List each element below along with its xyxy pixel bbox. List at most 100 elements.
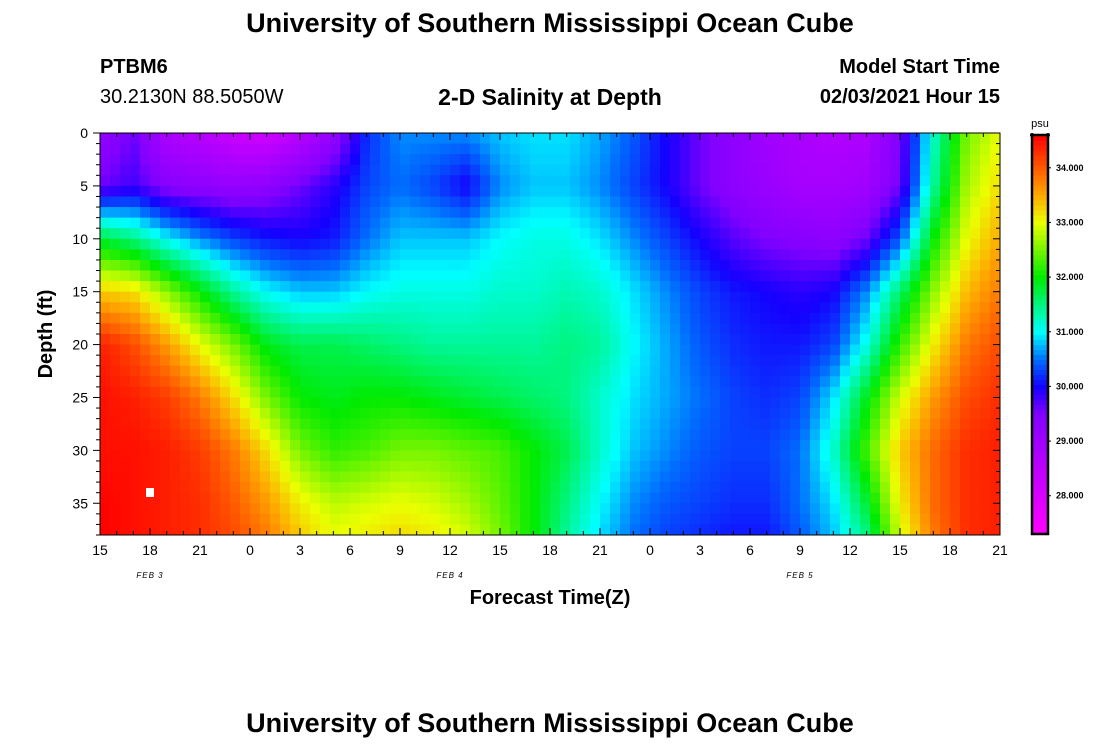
colorbar-swatch xyxy=(1032,419,1048,425)
heatmap-cell xyxy=(810,439,821,451)
heatmap-cell xyxy=(480,175,491,187)
heatmap-cell xyxy=(150,386,161,399)
heatmap-cell xyxy=(790,408,801,420)
heatmap-cell xyxy=(970,133,981,145)
heatmap-cell xyxy=(650,175,661,187)
heatmap-cell xyxy=(360,460,371,473)
heatmap-cell xyxy=(820,291,831,303)
heatmap-cell xyxy=(840,228,851,240)
colorbar-swatch xyxy=(1032,284,1048,291)
heatmap-cell xyxy=(240,175,251,187)
heatmap-cell xyxy=(150,133,161,145)
heatmap-cell xyxy=(500,207,511,219)
heatmap-cell xyxy=(980,482,991,494)
heatmap-cell xyxy=(920,471,931,483)
heatmap-cell xyxy=(350,429,361,441)
heatmap-cell xyxy=(570,249,581,261)
heatmap-cell xyxy=(190,482,201,494)
heatmap-cell xyxy=(730,386,741,399)
heatmap-cell xyxy=(290,143,301,155)
heatmap-cell xyxy=(810,355,821,367)
heatmap-cell xyxy=(590,439,601,451)
heatmap-cell xyxy=(230,312,241,325)
heatmap-cell xyxy=(420,238,431,250)
heatmap-cell xyxy=(890,482,901,494)
heatmap-cell xyxy=(180,460,191,473)
heatmap-cell xyxy=(230,344,241,356)
heatmap-cell xyxy=(420,386,431,399)
heatmap-cell xyxy=(400,460,411,473)
heatmap-cell xyxy=(210,429,221,441)
heatmap-cell xyxy=(690,302,701,314)
heatmap-cell xyxy=(410,439,421,451)
heatmap-cell xyxy=(420,408,431,420)
heatmap-cell xyxy=(420,397,431,409)
heatmap-cell xyxy=(330,302,341,314)
heatmap-cell xyxy=(390,513,401,526)
heatmap-cell xyxy=(800,259,811,272)
y-tick-label: 10 xyxy=(72,231,88,247)
heatmap-cell xyxy=(450,133,461,145)
heatmap-cell xyxy=(720,281,731,293)
heatmap-cell xyxy=(660,270,671,282)
heatmap-cell xyxy=(930,418,941,430)
heatmap-cell xyxy=(310,143,321,155)
heatmap-cell xyxy=(770,524,781,535)
heatmap-cell xyxy=(120,460,131,473)
heatmap-cell xyxy=(560,503,571,515)
heatmap-cell xyxy=(460,524,471,535)
heatmap-cell xyxy=(690,312,701,325)
y-tick-label: 30 xyxy=(72,442,88,458)
heatmap-cell xyxy=(400,471,411,483)
heatmap-cell xyxy=(520,207,531,219)
heatmap-cell xyxy=(820,207,831,219)
heatmap-cell xyxy=(610,217,621,229)
heatmap-cell xyxy=(410,291,421,303)
heatmap-cell xyxy=(290,207,301,219)
heatmap-cell xyxy=(720,397,731,409)
heatmap-cell xyxy=(640,355,651,367)
heatmap-cell xyxy=(880,270,891,282)
heatmap-cell xyxy=(410,334,421,346)
heatmap-cell xyxy=(140,460,151,473)
heatmap-cell xyxy=(310,450,321,462)
heatmap-cell xyxy=(750,291,761,303)
heatmap-cell xyxy=(260,207,271,219)
colorbar-swatch xyxy=(1032,334,1048,341)
heatmap-cell xyxy=(940,397,951,409)
heatmap-cell xyxy=(120,185,131,198)
heatmap-cell xyxy=(410,196,421,208)
heatmap-cell xyxy=(150,196,161,208)
heatmap-cell xyxy=(480,439,491,451)
heatmap-cell xyxy=(350,302,361,314)
heatmap-cell xyxy=(580,418,591,430)
heatmap-cell xyxy=(580,344,591,356)
heatmap-cell xyxy=(670,133,681,145)
heatmap-cell xyxy=(980,376,991,388)
heatmap-cell xyxy=(720,312,731,325)
heatmap-cell xyxy=(100,185,111,198)
heatmap-cell xyxy=(730,450,741,462)
heatmap-cell xyxy=(960,270,971,282)
heatmap-cell xyxy=(870,228,881,240)
heatmap-cell xyxy=(770,503,781,515)
heatmap-cell xyxy=(980,408,991,420)
heatmap-cell xyxy=(710,344,721,356)
heatmap-cell xyxy=(560,259,571,272)
colorbar-swatch xyxy=(1032,274,1048,281)
heatmap-cell xyxy=(300,492,311,504)
heatmap-cell xyxy=(130,418,141,430)
heatmap-cell xyxy=(380,418,391,430)
heatmap-cell xyxy=(610,133,621,145)
heatmap-cell xyxy=(810,312,821,325)
heatmap-cell xyxy=(870,133,881,145)
heatmap-cell xyxy=(400,207,411,219)
heatmap-cell xyxy=(920,503,931,515)
heatmap-cell xyxy=(190,143,201,155)
heatmap-cell xyxy=(110,439,121,451)
heatmap-cell xyxy=(850,429,861,441)
heatmap-cell xyxy=(490,143,501,155)
heatmap-cell xyxy=(100,207,111,219)
heatmap-cell xyxy=(450,217,461,229)
colorbar-swatch xyxy=(1032,309,1048,316)
